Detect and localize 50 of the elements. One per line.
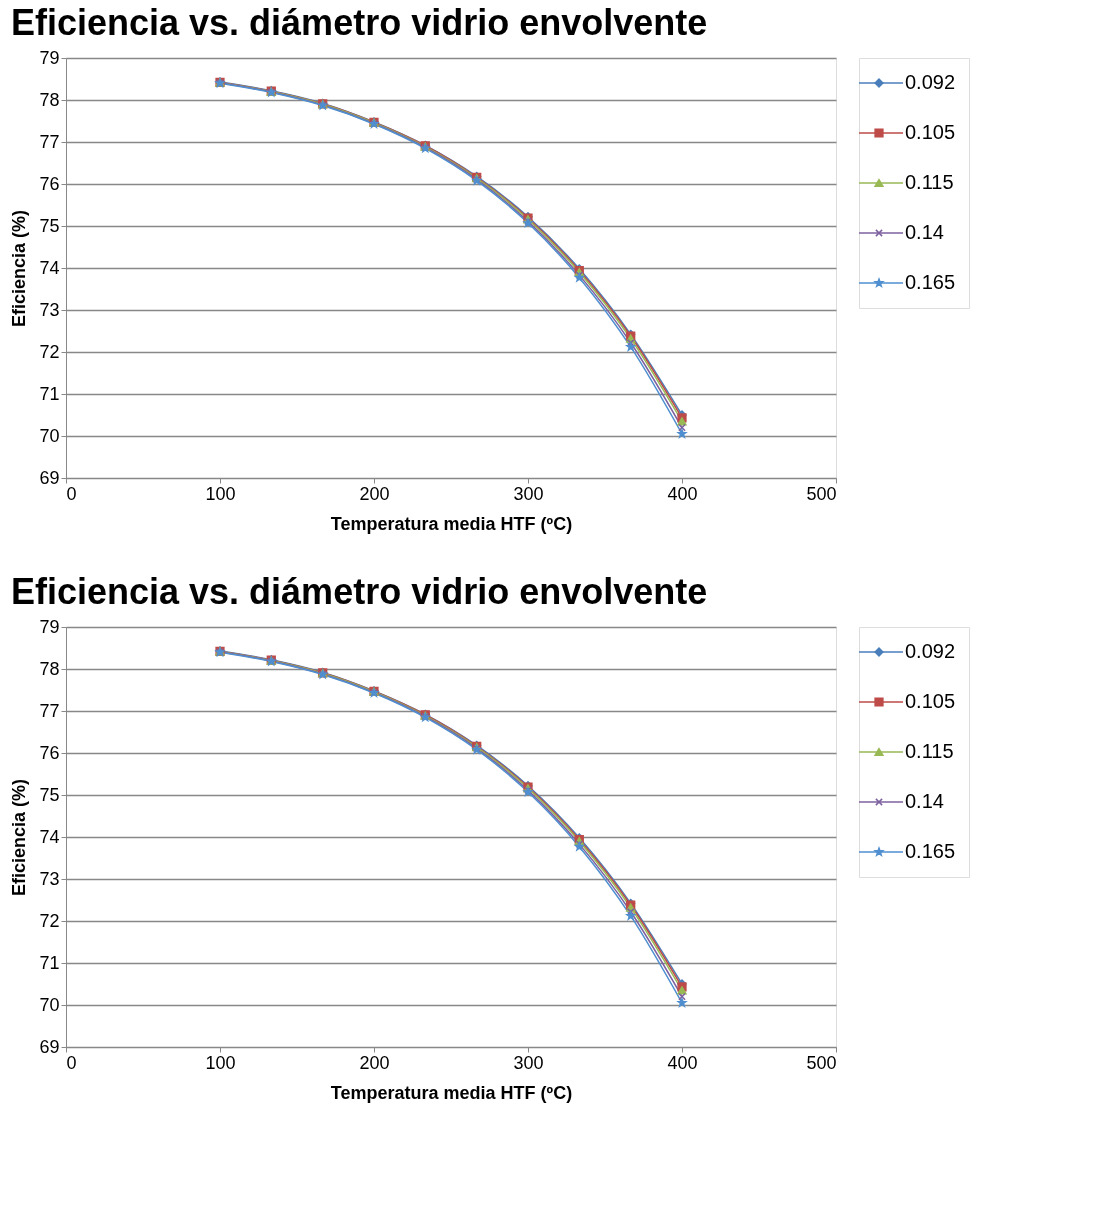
y-tick-label: 70	[39, 994, 60, 1015]
legend-label: 0.115	[905, 740, 954, 762]
x-axis-title: Temperatura media HTF (ºC)	[330, 513, 573, 534]
y-tick-label: 72	[39, 341, 60, 362]
chart-title: Eficiencia vs. diámetro vidrio envolvente	[10, 2, 708, 43]
x-axis-title: Temperatura media HTF (ºC)	[330, 1082, 573, 1103]
x-tick-label: 400	[667, 483, 698, 504]
y-tick-label: 73	[39, 868, 60, 889]
y-tick-label: 74	[39, 826, 60, 847]
legend-label: 0.105	[905, 690, 956, 712]
y-tick-label: 77	[39, 131, 60, 152]
legend-label: 0.115	[905, 171, 954, 193]
y-tick-label: 69	[39, 1036, 60, 1057]
y-tick-label: 75	[39, 215, 60, 236]
x-tick-label: 400	[667, 1052, 698, 1073]
x-tick-label: 100	[205, 1052, 236, 1073]
y-axis-title: Eficiencia (%)	[9, 209, 30, 328]
y-tick-label: 73	[39, 299, 60, 320]
x-tick-label: 200	[359, 483, 390, 504]
x-tick-label: 500	[806, 483, 837, 504]
y-tick-label: 72	[39, 910, 60, 931]
y-tick-label: 75	[39, 784, 60, 805]
legend-label: 0.165	[905, 840, 956, 862]
x-tick-label: 0	[66, 483, 77, 504]
y-tick-label: 76	[39, 742, 60, 763]
y-tick-label: 78	[39, 658, 60, 679]
legend-label: 0.14	[905, 790, 944, 812]
y-tick-label: 76	[39, 173, 60, 194]
y-tick-label: 79	[39, 616, 60, 637]
x-tick-label: 500	[806, 1052, 837, 1073]
legend-label: 0.092	[905, 640, 956, 662]
y-tick-label: 70	[39, 425, 60, 446]
y-tick-label: 71	[39, 952, 60, 973]
legend-label: 0.14	[905, 221, 944, 243]
legend-label: 0.105	[905, 121, 956, 143]
x-tick-label: 300	[513, 1052, 544, 1073]
y-tick-label: 78	[39, 89, 60, 110]
y-tick-label: 74	[39, 257, 60, 278]
x-tick-label: 100	[205, 483, 236, 504]
y-tick-label: 69	[39, 467, 60, 488]
y-tick-label: 71	[39, 383, 60, 404]
x-tick-label: 0	[66, 1052, 77, 1073]
y-tick-label: 77	[39, 700, 60, 721]
legend-label: 0.165	[905, 271, 956, 293]
x-tick-label: 300	[513, 483, 544, 504]
chart-title: Eficiencia vs. diámetro vidrio envolvente	[10, 571, 708, 612]
y-axis-title: Eficiencia (%)	[9, 778, 30, 897]
x-tick-label: 200	[359, 1052, 390, 1073]
legend-label: 0.092	[905, 71, 956, 93]
y-tick-label: 79	[39, 47, 60, 68]
